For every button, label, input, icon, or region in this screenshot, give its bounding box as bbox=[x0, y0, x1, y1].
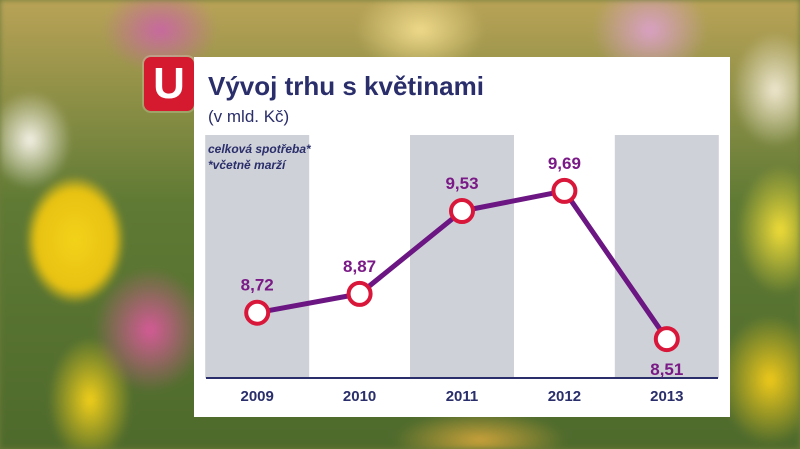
data-point-2013 bbox=[653, 326, 680, 353]
year-band-2011 bbox=[410, 135, 514, 378]
year-band-2009 bbox=[205, 135, 310, 378]
data-label-2010: 8,87 bbox=[343, 257, 376, 276]
chart-panel: Vývoj trhu s květinami (v mld. Kč) celko… bbox=[194, 57, 730, 417]
data-point-2012 bbox=[551, 177, 578, 204]
brand-logo: U bbox=[144, 57, 194, 111]
x-tick-2013: 2013 bbox=[650, 388, 683, 405]
data-point-2010 bbox=[346, 280, 373, 307]
legend-footnote: *včetně marží bbox=[208, 158, 287, 172]
chart-subtitle: (v mld. Kč) bbox=[208, 107, 290, 126]
data-label-2011: 9,53 bbox=[445, 174, 478, 193]
x-tick-2009: 2009 bbox=[241, 388, 274, 405]
data-label-2013: 8,51 bbox=[650, 360, 683, 379]
x-tick-2010: 2010 bbox=[343, 388, 376, 405]
data-label-2012: 9,69 bbox=[548, 154, 581, 173]
data-point-2011 bbox=[449, 198, 475, 225]
x-tick-2012: 2012 bbox=[548, 388, 581, 405]
x-tick-2011: 2011 bbox=[446, 388, 479, 405]
chart-svg: celková spotřeba* *včetně marží 8,72 8,87 9,… bbox=[205, 135, 719, 405]
chart-title: Vývoj trhu s květinami bbox=[208, 71, 484, 101]
data-point-2009 bbox=[244, 299, 271, 326]
data-label-2009: 8,72 bbox=[241, 276, 274, 295]
legend-series-name: celková spotřeba* bbox=[208, 142, 312, 156]
